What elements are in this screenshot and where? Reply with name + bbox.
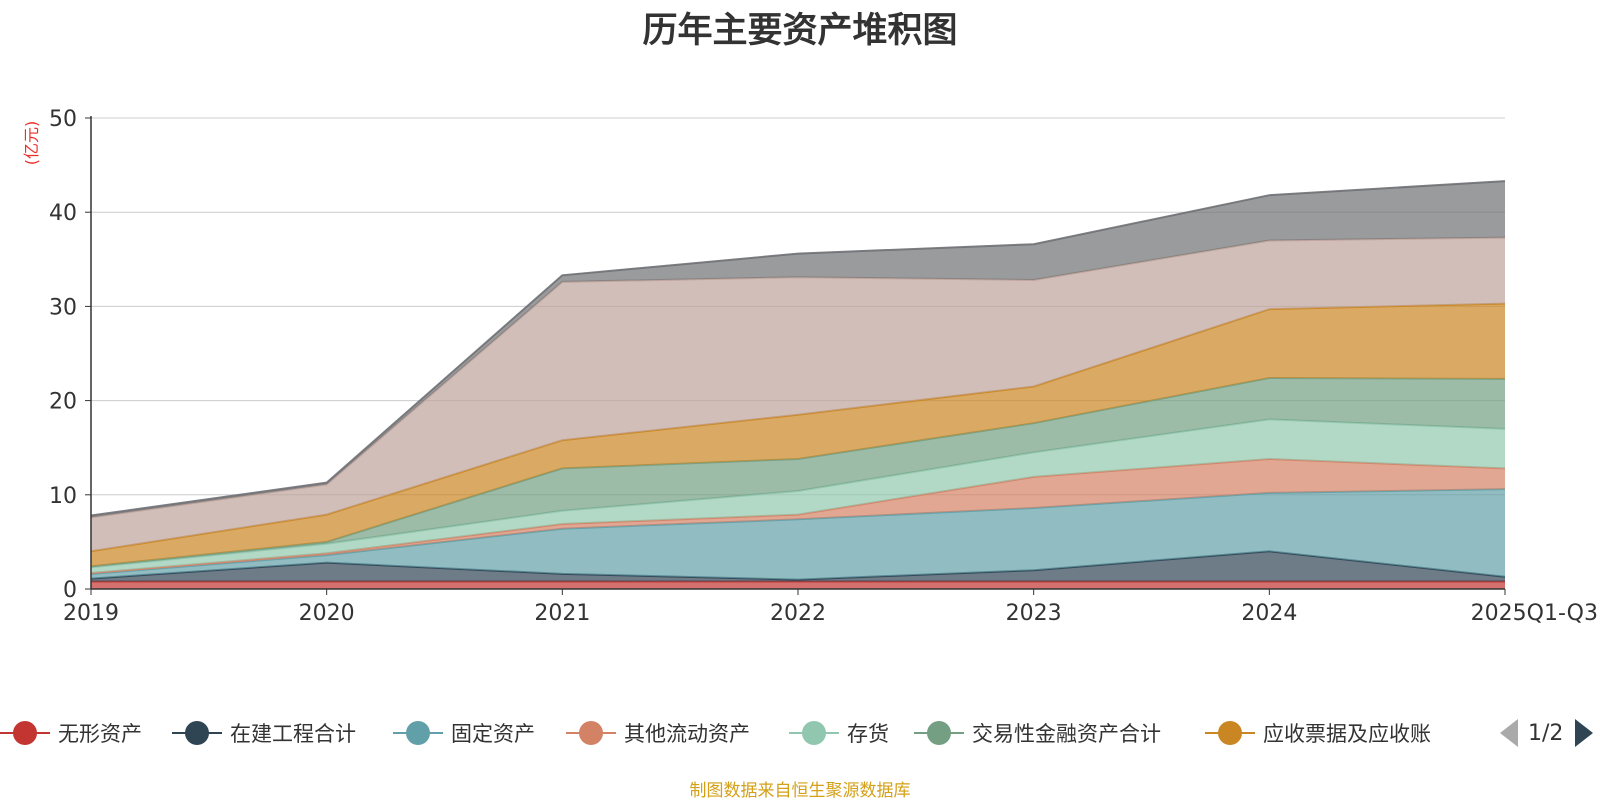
area-series-0: [91, 581, 1505, 589]
y-tick-label: 20: [49, 390, 77, 415]
legend-label: 交易性金融资产合计: [972, 722, 1161, 746]
area-layer: [90, 180, 1506, 589]
area-series-3: [91, 459, 1505, 574]
area-series-2: [91, 489, 1505, 580]
legend-marker-icon: [914, 713, 964, 753]
source-note: 制图数据来自恒生聚源数据库: [689, 781, 911, 801]
y-tick-label: 10: [49, 484, 77, 509]
legend-item[interactable]: 固定资产: [393, 713, 535, 753]
legend-item[interactable]: 交易性金融资产合计: [914, 713, 1161, 753]
x-tick-label: 2021: [534, 601, 590, 626]
area-series-5: [91, 378, 1505, 568]
legend-label: 固定资产: [451, 722, 535, 746]
legend-prev-page-icon[interactable]: [1500, 719, 1518, 747]
legend-item[interactable]: 无形资产: [0, 713, 142, 753]
legend-page-indicator: 1/2: [1528, 720, 1564, 746]
area-series-7: [91, 237, 1505, 552]
legend-label: 在建工程合计: [230, 722, 356, 746]
axis-layer: 0 10 20 30 40 50 2019 2020 2021 2022 2023 2024 2025Q…: [22, 107, 1598, 626]
legend-marker-icon: [789, 713, 839, 753]
legend-next-page-icon[interactable]: [1575, 719, 1594, 747]
y-tick-label: 50: [49, 107, 77, 132]
legend-pager: 1/2: [1500, 713, 1594, 753]
legend-label: 其他流动资产: [624, 722, 750, 746]
x-tick-label: 2023: [1006, 601, 1062, 626]
x-tick-label: 2019: [63, 601, 119, 626]
legend-marker-icon: [172, 713, 222, 753]
legend-marker-icon: [0, 713, 50, 753]
legend-item[interactable]: 存货: [789, 713, 889, 753]
legend-marker-icon: [1205, 713, 1255, 753]
area-series-8: [91, 181, 1505, 518]
legend-marker-icon: [393, 713, 443, 753]
x-tick-label: 2025Q1-Q3: [1471, 601, 1598, 626]
area-series-1: [91, 551, 1505, 582]
x-tick-label: 2024: [1241, 601, 1297, 626]
legend-item[interactable]: 其他流动资产: [566, 713, 750, 753]
legend-item[interactable]: 应收票据及应收账: [1205, 713, 1431, 753]
y-tick-label: 40: [49, 201, 77, 226]
y-axis-label: (亿元): [22, 121, 41, 166]
line-series-8: [90, 180, 1506, 517]
y-tick-label: 30: [49, 295, 77, 320]
chart-title: 历年主要资产堆积图: [642, 11, 958, 51]
legend-marker-icon: [566, 713, 616, 753]
legend-label: 应收票据及应收账: [1263, 722, 1431, 746]
area-series-6: [91, 303, 1505, 567]
legend-label: 存货: [847, 722, 889, 746]
area-series-4: [91, 419, 1505, 573]
y-tick-label: 0: [63, 578, 77, 603]
x-tick-label: 2020: [299, 601, 355, 626]
legend-item[interactable]: 在建工程合计: [172, 713, 356, 753]
legend-label: 无形资产: [58, 722, 142, 746]
x-tick-label: 2022: [770, 601, 826, 626]
